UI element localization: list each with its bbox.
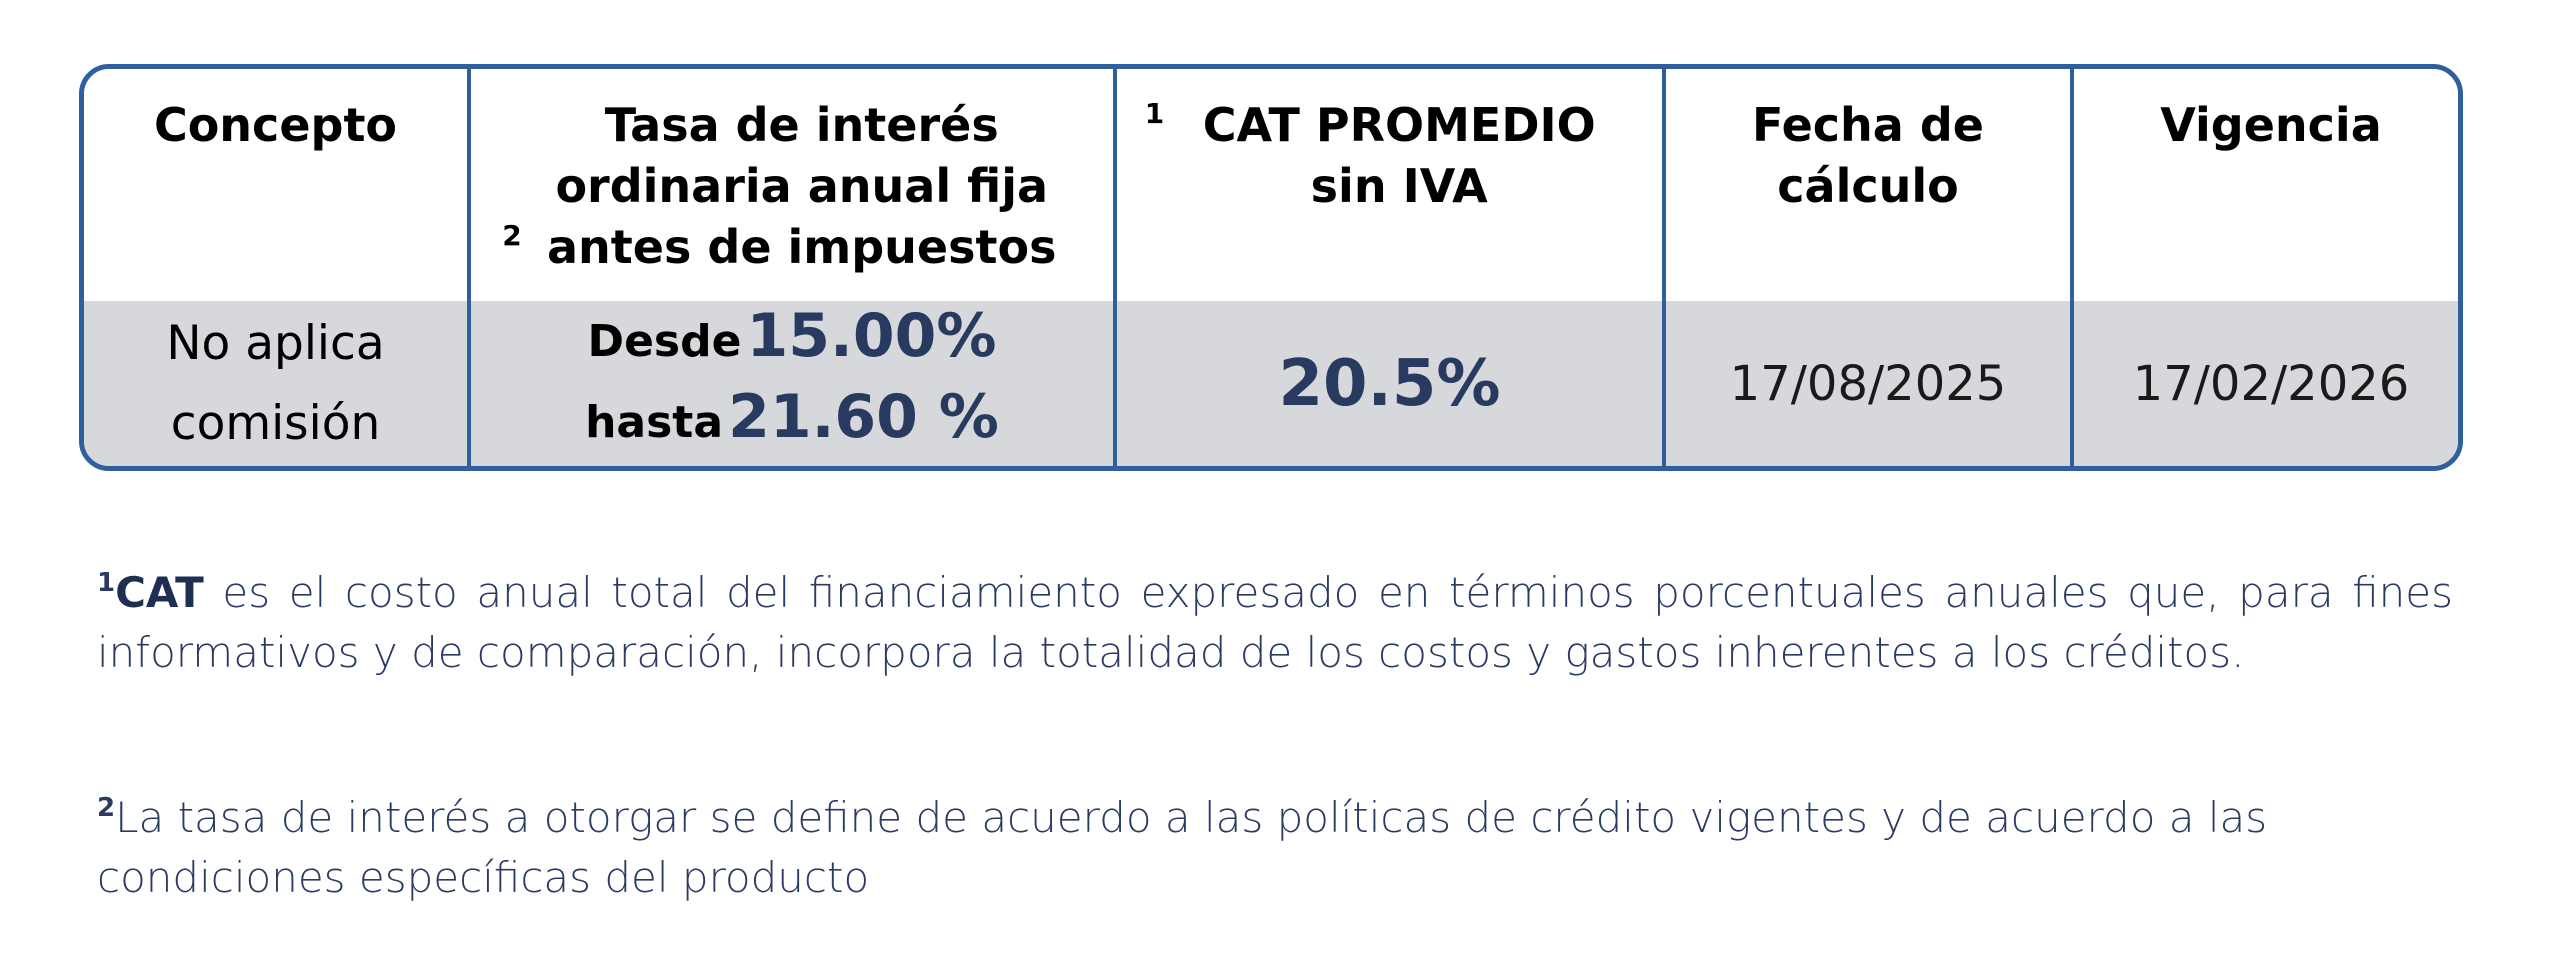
table-header-row: Concepto 2 Tasa de interés ordinaria anua…	[84, 69, 2458, 301]
footnote-text: La tasa de interés a otorgar se define d…	[97, 793, 2268, 902]
rates-table: Concepto 2 Tasa de interés ordinaria anua…	[84, 69, 2458, 466]
footnote-marker: 1	[1144, 97, 1165, 130]
footnote-lead: CAT	[115, 568, 204, 617]
header-cat-promedio: 1 CAT PROMEDIO sin IVA	[1113, 69, 1664, 301]
vigencia-value: 17/02/2026	[2132, 355, 2410, 412]
header-label: CAT PROMEDIO sin IVA	[1202, 98, 1596, 213]
cell-vigencia: 17/02/2026	[2070, 301, 2458, 466]
footnote-tasa: 2La tasa de interés a otorgar se define …	[97, 788, 2453, 908]
header-label: Fecha de cálculo	[1752, 98, 1984, 213]
footnote-text: es el costo anual total del financiamien…	[97, 568, 2453, 677]
rate-to-line: hasta 21.60 %	[471, 384, 1113, 465]
footnote-cat: 1CAT es el costo anual total del financi…	[97, 563, 2453, 683]
cell-fecha-calculo: 17/08/2025	[1662, 301, 2072, 466]
header-concepto: Concepto	[84, 69, 469, 301]
cell-cat: 20.5%	[1113, 301, 1664, 466]
rate-to-word: hasta	[585, 396, 724, 448]
header-tasa-interes: 2 Tasa de interés ordinaria anual fija an…	[467, 69, 1115, 301]
rate-from-word: Desde	[587, 315, 742, 367]
table-row: No aplica comisión Desde 15.00% hasta 21…	[84, 301, 2458, 466]
cell-tasa-interes: Desde 15.00% hasta 21.60 %	[467, 301, 1115, 466]
header-label: Vigencia	[2160, 98, 2382, 152]
rate-to-value: 21.60 %	[728, 381, 999, 452]
header-label: Concepto	[153, 98, 398, 152]
concepto-value: No aplica comisión	[166, 315, 385, 451]
cell-concepto: No aplica comisión	[84, 301, 469, 466]
rate-from-value: 15.00%	[746, 300, 997, 371]
footnote-marker: 1	[97, 568, 116, 598]
footnote-marker: 2	[502, 219, 522, 252]
footnote-marker: 2	[97, 793, 116, 823]
header-vigencia: Vigencia	[2070, 69, 2458, 301]
cat-value: 20.5%	[1278, 346, 1501, 421]
rate-from-line: Desde 15.00%	[471, 303, 1113, 384]
rates-table-container: Concepto 2 Tasa de interés ordinaria anua…	[79, 64, 2463, 471]
fecha-calculo-value: 17/08/2025	[1729, 355, 2007, 412]
header-label: Tasa de interés ordinaria anual fija ant…	[547, 98, 1057, 274]
header-fecha-calculo: Fecha de cálculo	[1662, 69, 2072, 301]
